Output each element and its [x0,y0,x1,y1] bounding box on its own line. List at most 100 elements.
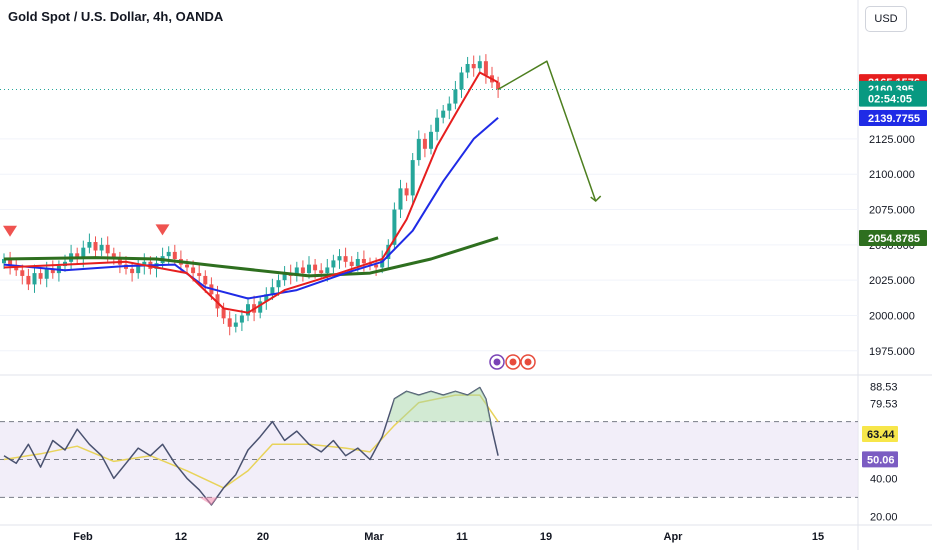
candle-body [93,242,98,251]
candle-body [233,322,238,327]
candle-body [282,273,287,281]
candle-body [325,267,330,274]
candle-body [203,275,208,285]
candle-body [75,253,80,259]
candle-body [32,273,37,285]
projection-arrowhead [590,195,602,203]
candle-body [264,294,269,302]
projection-line [497,60,597,202]
rsi-tick-label: 20.00 [870,511,898,523]
candle-body [270,287,275,295]
candle-body [81,247,86,259]
candle-body [294,267,299,276]
candle-body [307,264,311,274]
candle-body [386,244,391,259]
ma-fast-line [3,71,499,314]
price-tag-label: 2139.7755 [868,113,920,125]
candle-body [87,242,92,248]
candle-body [447,103,452,111]
candle-body [99,244,104,251]
price-tick-label: 2000.000 [869,310,915,322]
price-tick-label: 2100.000 [869,169,915,181]
candle-body [166,251,171,257]
candle-body [374,264,379,268]
event-icon-dot [493,358,501,366]
candle-body [191,267,196,274]
time-tick-label: Apr [664,531,684,543]
candle-body [197,273,202,276]
candle-body [111,253,116,259]
price-tag-label: 2054.8785 [868,233,920,245]
rsi-tick-label: 88.53 [870,381,898,393]
candle-body [416,138,421,161]
rsi-tick-label: 40.00 [870,473,898,485]
candle-body [50,268,55,274]
time-tick-label: 20 [257,531,269,543]
rsi-oversold-fill [199,497,218,505]
candle-body [38,273,43,279]
candle-body [496,82,501,90]
candle-body [459,72,464,90]
rsi-tag [862,451,898,468]
candle-body [8,258,13,267]
candle-body [429,131,433,149]
candle-body [471,64,476,69]
rsi-overbought-fill [388,387,492,430]
candle-body [331,260,336,268]
price-tag [859,110,927,127]
candle-body [361,258,366,264]
event-icon-dot [509,358,517,366]
candle-body [453,89,458,104]
candle-body [343,256,348,262]
price-tag [859,229,927,246]
candle-body [2,258,6,264]
time-tick-label: 19 [540,531,552,543]
candle-body [349,261,354,267]
candle-body [105,244,110,254]
ma-slow-line [3,236,499,278]
candle-body [477,61,482,69]
time-tick-label: 15 [812,531,824,543]
candle-body [398,188,403,210]
ma-mid-line [3,116,499,300]
time-tick-label: Feb [73,531,93,543]
candle-body [246,304,250,316]
candle-body [355,258,360,267]
rsi-tag-label: 63.44 [867,429,895,441]
sell-signal-icon [3,225,17,237]
candle-body [44,268,49,279]
candle-body [239,315,244,323]
candle-body [258,301,263,313]
candle-body [221,308,226,319]
candle-body [300,267,305,274]
candle-body [380,258,385,268]
candle-body [483,61,488,76]
candle-body [441,110,446,118]
candle-body [227,318,232,327]
event-icon-dot [524,358,532,366]
sell-signal-icon [155,224,170,236]
candle-body [20,270,25,276]
candle-body [14,266,19,271]
currency-selector[interactable]: USD [865,6,907,32]
price-tick-label: 1975.000 [869,346,915,358]
candle-body [410,160,415,196]
time-tick-label: Mar [364,531,384,543]
candle-body [172,251,177,259]
rsi-tick-label: 79.53 [870,399,898,411]
candle-body [465,64,470,73]
rsi-tag [862,426,898,443]
price-tick-label: 2125.000 [869,134,915,146]
price-tag-label: 02:54:05 [868,94,912,106]
candle-body [185,264,189,268]
candle-body [435,117,440,132]
price-tag [859,90,927,107]
candle-body [136,266,141,274]
candle-body [142,261,147,267]
rsi-tag-label: 50.06 [867,454,895,466]
price-tick-label: 2025.000 [869,275,915,287]
chart-title: Gold Spot / U.S. Dollar, 4h, OANDA [8,9,224,24]
candle-body [337,256,342,261]
time-tick-label: 11 [456,531,468,543]
